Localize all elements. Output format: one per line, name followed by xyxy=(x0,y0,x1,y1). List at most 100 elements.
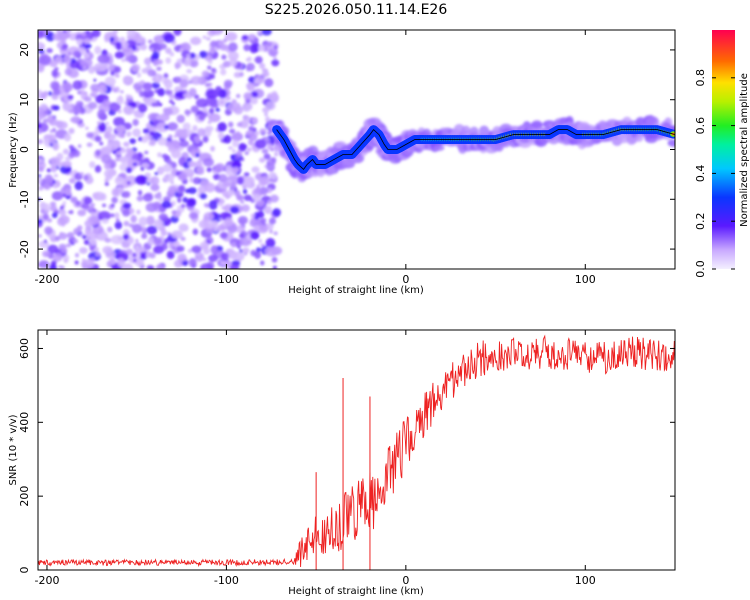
noise-blob xyxy=(65,194,71,200)
noise-blob xyxy=(177,253,187,263)
noise-blob xyxy=(271,91,278,97)
noise-blob xyxy=(49,264,58,269)
noise-blob xyxy=(259,217,267,224)
noise-blob xyxy=(154,171,159,176)
noise-blob xyxy=(199,241,210,250)
noise-blob xyxy=(188,257,197,267)
noise-blob xyxy=(238,142,247,152)
noise-blob xyxy=(62,92,71,103)
noise-blob xyxy=(198,113,206,121)
noise-blob xyxy=(242,188,248,195)
noise-blob xyxy=(135,238,139,243)
noise-blob xyxy=(157,88,166,97)
noise-blob xyxy=(208,113,221,123)
noise-blob xyxy=(101,154,112,164)
noise-blob xyxy=(208,107,215,115)
noise-blob xyxy=(120,156,130,164)
noise-blob xyxy=(155,59,163,65)
noise-blob xyxy=(62,193,67,197)
noise-blob xyxy=(268,171,277,180)
noise-blob xyxy=(210,73,215,80)
noise-blob xyxy=(132,162,138,167)
noise-blob xyxy=(141,233,148,240)
noise-blob xyxy=(192,125,198,132)
spectrogram-y-tick-label: -10 xyxy=(18,190,31,208)
noise-blob xyxy=(44,138,50,145)
snr-y-tick-label: 400 xyxy=(18,412,31,433)
noise-blob xyxy=(229,128,236,134)
noise-blob xyxy=(45,31,56,42)
halo-blob xyxy=(667,139,675,147)
noise-blob xyxy=(38,186,44,191)
noise-blob xyxy=(104,35,110,43)
noise-blob xyxy=(76,38,83,46)
noise-blob xyxy=(236,150,243,157)
noise-blob xyxy=(242,247,250,254)
noise-blob xyxy=(145,202,158,213)
noise-blob xyxy=(95,251,101,257)
noise-blob xyxy=(62,30,67,33)
noise-blob xyxy=(254,250,262,259)
noise-blob xyxy=(226,189,236,196)
noise-blob xyxy=(68,178,76,184)
noise-blob xyxy=(250,182,255,187)
noise-blob xyxy=(218,174,228,183)
noise-blob xyxy=(247,56,252,62)
noise-blob xyxy=(232,139,239,148)
noise-blob xyxy=(149,138,157,146)
noise-blob xyxy=(215,85,222,93)
noise-blob xyxy=(105,107,110,112)
noise-blob xyxy=(263,205,273,214)
noise-blob xyxy=(115,157,120,162)
noise-blob xyxy=(77,209,87,217)
noise-blob xyxy=(165,57,172,64)
noise-blob xyxy=(242,115,251,123)
noise-blob xyxy=(46,48,53,54)
noise-blob xyxy=(266,144,273,150)
noise-blob xyxy=(60,39,67,44)
noise-blob xyxy=(38,166,45,173)
snr-x-axis-label: Height of straight line (km) xyxy=(288,586,424,597)
noise-blob xyxy=(97,109,106,120)
noise-blob xyxy=(163,107,173,116)
noise-blob xyxy=(66,243,72,248)
noise-blob xyxy=(195,160,203,168)
noise-blob xyxy=(227,224,238,234)
noise-blob xyxy=(126,30,137,38)
noise-blob xyxy=(131,63,141,73)
noise-blob xyxy=(146,182,151,186)
noise-blob xyxy=(96,121,101,125)
spectrogram-x-tick-label: 100 xyxy=(575,273,596,286)
noise-blob xyxy=(262,107,270,114)
noise-blob xyxy=(104,237,112,243)
noise-blob xyxy=(239,71,244,77)
noise-blob xyxy=(163,33,175,43)
noise-blob xyxy=(38,260,50,269)
noise-blob xyxy=(230,154,235,159)
noise-blob xyxy=(179,129,188,138)
noise-blob xyxy=(101,49,108,56)
colorbar-tick-label: 0.6 xyxy=(694,117,707,135)
colorbar: 0.0 0.2 0.4 0.6 0.8 Normalized spectral ampl… xyxy=(694,30,750,278)
noise-blob xyxy=(179,140,190,148)
noise-blob xyxy=(224,31,238,42)
noise-blob xyxy=(179,78,188,89)
noise-blob xyxy=(114,51,125,59)
noise-blob xyxy=(59,231,63,236)
noise-blob xyxy=(241,35,249,41)
noise-blob xyxy=(206,65,212,70)
noise-blob xyxy=(190,36,202,46)
noise-blob xyxy=(126,148,135,156)
noise-blob xyxy=(157,152,162,158)
noise-blob xyxy=(158,43,167,50)
noise-blob xyxy=(122,190,131,198)
noise-blob xyxy=(252,193,261,202)
noise-blob xyxy=(49,201,57,207)
noise-blob xyxy=(47,133,57,144)
noise-blob xyxy=(72,80,83,90)
noise-blob xyxy=(43,239,48,244)
noise-blob xyxy=(113,116,125,127)
noise-blob xyxy=(173,140,181,150)
colorbar-gradient xyxy=(712,30,735,269)
